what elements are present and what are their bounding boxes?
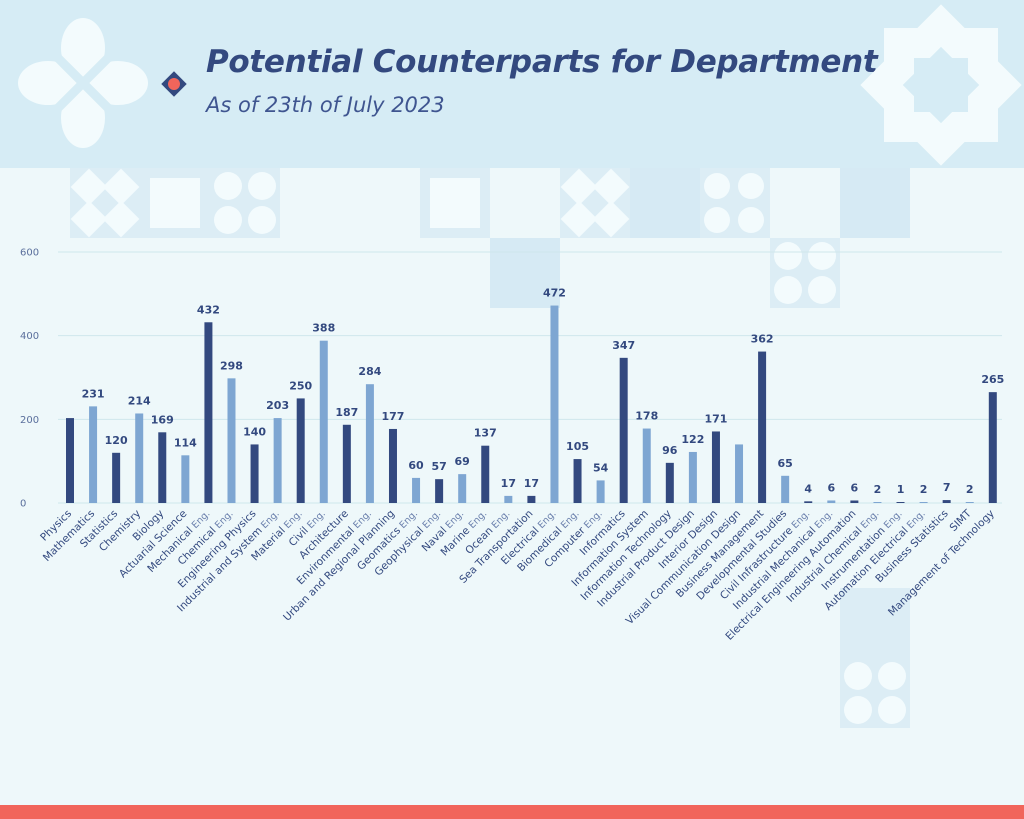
bar[interactable] [388,428,397,503]
bar[interactable] [66,418,74,503]
bar[interactable] [273,418,282,503]
bar[interactable] [988,392,997,503]
y-tick-label: 400 [20,331,39,342]
bar[interactable] [319,340,328,503]
data-label: 114 [174,436,197,449]
bar[interactable] [435,479,444,503]
bottom-accent-bar [0,805,1024,819]
data-label: 69 [455,455,470,468]
bar[interactable] [619,357,628,503]
data-label: 6 [851,481,859,494]
bar[interactable] [711,431,720,503]
data-label: 472 [543,287,566,300]
data-label: 105 [566,440,589,453]
data-label: 231 [82,387,105,400]
bar[interactable] [642,428,651,503]
data-label: 2 [874,483,882,496]
bar[interactable] [504,495,513,503]
bar[interactable] [181,455,190,503]
data-label: 187 [335,406,358,419]
bar[interactable] [458,474,467,503]
bar[interactable] [89,406,98,503]
header-banner: Potential Counterparts for Department As… [0,0,1024,168]
bar[interactable] [158,432,167,503]
data-label: 250 [289,379,312,392]
page-title: Potential Counterparts for Department [206,44,878,80]
bar[interactable] [342,424,351,503]
data-label: 347 [612,339,635,352]
data-label: 177 [381,410,404,423]
bar[interactable] [112,452,121,503]
diamond-bullet-icon [161,71,187,97]
data-label: 388 [312,322,335,335]
bar[interactable] [135,413,144,503]
data-label: 6 [827,481,835,494]
data-label: 122 [681,433,704,446]
data-label: 2 [966,483,974,496]
bar[interactable] [827,500,836,503]
bar[interactable] [573,459,582,503]
four-petal-logo-icon [18,18,148,148]
data-label: 2 [920,483,928,496]
y-tick-label: 0 [20,499,26,510]
bar[interactable] [804,501,813,503]
data-label: 169 [151,413,174,426]
bar[interactable] [250,444,259,503]
data-label: 65 [778,457,793,470]
data-label: 120 [105,434,128,447]
bar[interactable] [596,480,605,503]
data-label: 137 [474,427,497,440]
data-label: 362 [751,333,774,346]
data-label: 96 [662,444,678,457]
bar[interactable] [527,495,536,503]
data-label: 54 [593,461,609,474]
data-label: 178 [635,410,658,423]
bar[interactable] [735,444,744,503]
data-label: 298 [220,359,243,372]
bar[interactable] [942,500,951,503]
bar[interactable] [919,502,928,503]
data-label: 284 [358,365,381,378]
bar[interactable] [688,451,697,503]
y-tick-label: 200 [20,415,39,426]
data-label: 140 [243,425,266,438]
bar[interactable] [665,462,674,503]
bar[interactable] [204,322,213,503]
eight-point-star-icon [860,4,1022,166]
data-label: 265 [981,373,1004,386]
bar[interactable] [965,502,974,503]
bar[interactable] [896,502,905,503]
bar[interactable] [850,500,859,503]
y-tick-label: 600 [20,248,39,259]
data-label: 4 [804,482,812,495]
data-label: 17 [501,477,516,490]
background-tiles [70,168,910,728]
bar[interactable] [365,384,374,503]
bar[interactable] [296,398,305,503]
data-label: 7 [943,481,951,494]
data-label: 17 [524,477,539,490]
data-label: 214 [128,394,151,407]
bar[interactable] [550,305,559,503]
bar[interactable] [412,477,421,503]
bar[interactable] [873,502,882,503]
data-label: 432 [197,303,220,316]
page-subtitle: As of 23th of July 2023 [206,93,445,117]
data-label: 1 [897,483,905,496]
bar[interactable] [781,475,790,503]
data-label: 171 [704,412,727,425]
bar[interactable] [227,378,236,503]
bar[interactable] [758,351,767,503]
bar[interactable] [481,445,490,503]
data-label: 57 [431,460,446,473]
data-label: 60 [408,459,424,472]
data-label: 203 [266,399,289,412]
